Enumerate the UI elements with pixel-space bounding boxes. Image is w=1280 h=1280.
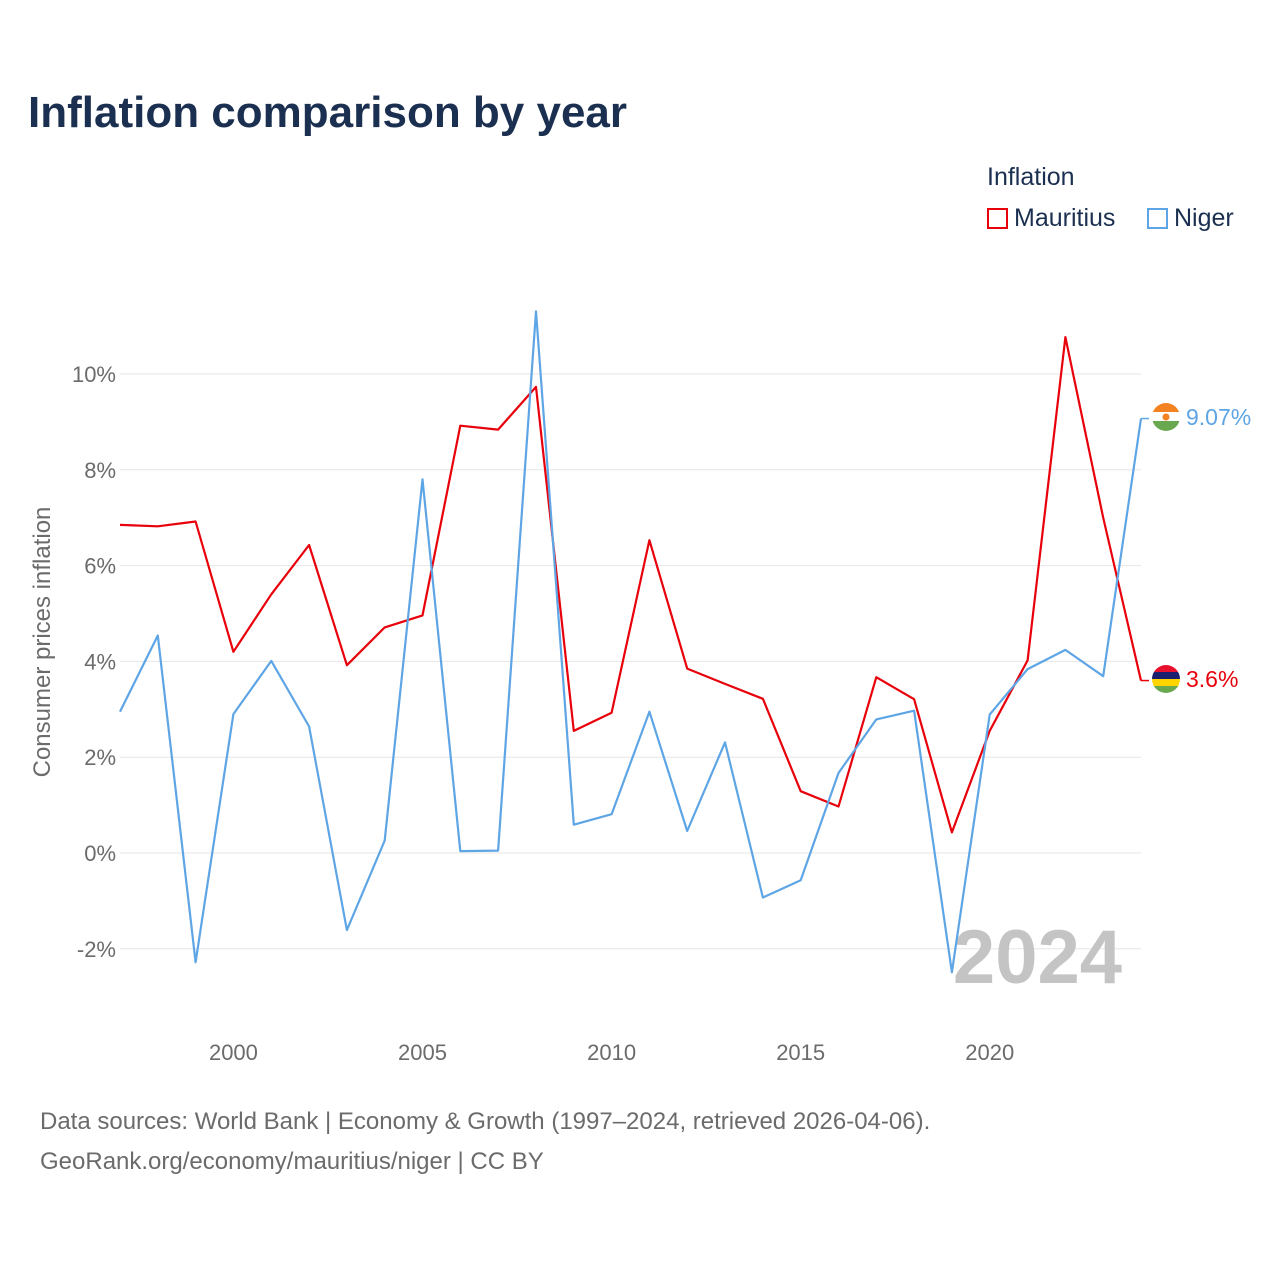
footer-attribution[interactable]: GeoRank.org/economy/mauritius/niger | CC… xyxy=(40,1148,544,1175)
y-tick-label: 2% xyxy=(84,745,116,770)
y-tick-label: 8% xyxy=(84,458,116,483)
y-tick-label: 6% xyxy=(84,554,116,579)
legend-swatch-mauritius xyxy=(987,208,1008,229)
series-line-niger[interactable] xyxy=(119,310,1143,974)
chart-title: Inflation comparison by year xyxy=(28,88,628,137)
legend-item-mauritius[interactable]: Mauritius xyxy=(987,204,1115,233)
end-label-mauritius: 3.6% xyxy=(1186,666,1238,692)
y-tick-label: 4% xyxy=(84,649,116,674)
series-lines xyxy=(119,310,1149,974)
niger-flag-icon xyxy=(1152,403,1180,431)
mauritius-flag-icon xyxy=(1152,665,1180,693)
y-tick-label: 10% xyxy=(72,362,116,387)
legend-label-mauritius: Mauritius xyxy=(1014,204,1116,232)
legend-swatch-niger xyxy=(1147,208,1168,229)
x-tick-label: 2005 xyxy=(398,1040,447,1065)
legend-item-niger[interactable]: Niger xyxy=(1147,204,1234,233)
y-axis-label: Consumer prices inflation xyxy=(29,507,56,778)
footer-source: Data sources: World Bank | Economy & Gro… xyxy=(40,1108,931,1135)
series-line-mauritius[interactable] xyxy=(119,336,1143,834)
y-axis-ticks: -2% 0% 2% 4% 6% 8% 10% xyxy=(72,362,116,962)
x-tick-label: 2020 xyxy=(965,1040,1014,1065)
legend-title: Inflation xyxy=(987,163,1075,191)
legend-label-niger: Niger xyxy=(1174,204,1234,232)
y-tick-label: -2% xyxy=(77,937,116,962)
gridlines xyxy=(120,373,1141,950)
x-axis-ticks: 2000 2005 2010 2015 2020 xyxy=(209,1040,1014,1065)
x-tick-label: 2010 xyxy=(587,1040,636,1065)
y-tick-label: 0% xyxy=(84,841,116,866)
year-watermark: 2024 xyxy=(953,915,1122,1000)
x-tick-label: 2000 xyxy=(209,1040,258,1065)
end-label-niger: 9.07% xyxy=(1186,404,1251,430)
x-tick-label: 2015 xyxy=(776,1040,825,1065)
